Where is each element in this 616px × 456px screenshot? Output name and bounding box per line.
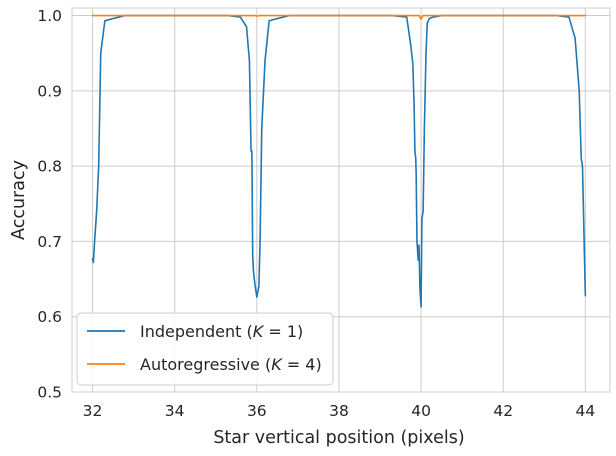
legend-label-autoregressive-eq: = 4)	[282, 355, 322, 374]
y-tick-label-0.7: 0.7	[37, 233, 62, 251]
x-tick-label-34: 34	[165, 402, 185, 420]
y-tick-labels: 0.5 0.6 0.7 0.8 0.9 1.0	[37, 7, 62, 401]
legend: Independent (K = 1) Autoregressive (K = …	[76, 312, 334, 386]
legend-label-autoregressive-prefix: Autoregressive (	[140, 355, 271, 374]
series-lines	[91, 14, 587, 308]
legend-label-independent-prefix: Independent (	[140, 322, 253, 341]
x-axis-label: Star vertical position (pixels)	[213, 428, 464, 448]
legend-label-autoregressive: Autoregressive (K = 4)	[140, 355, 322, 374]
x-tick-label-36: 36	[247, 402, 267, 420]
x-tick-labels: 32 34 36 38 40 42 44	[83, 402, 596, 420]
x-tick-label-38: 38	[329, 402, 349, 420]
legend-label-autoregressive-var: K	[271, 355, 283, 374]
x-tick-label-40: 40	[411, 402, 431, 420]
series-line-autoregressive	[91, 14, 587, 21]
x-tick-label-44: 44	[575, 402, 595, 420]
y-tick-label-0.9: 0.9	[37, 82, 62, 100]
y-axis-label: Accuracy	[9, 160, 29, 240]
y-tick-label-0.6: 0.6	[37, 308, 62, 326]
legend-label-independent: Independent (K = 1)	[140, 322, 303, 341]
legend-label-independent-var: K	[253, 322, 265, 341]
y-tick-label-0.8: 0.8	[37, 158, 62, 176]
y-tick-label-0.5: 0.5	[37, 384, 62, 402]
x-tick-label-32: 32	[83, 402, 103, 420]
legend-label-independent-eq: = 1)	[263, 322, 303, 341]
x-tick-label-42: 42	[493, 402, 513, 420]
y-tick-label-1.0: 1.0	[37, 7, 62, 25]
legend-frame	[76, 312, 334, 386]
